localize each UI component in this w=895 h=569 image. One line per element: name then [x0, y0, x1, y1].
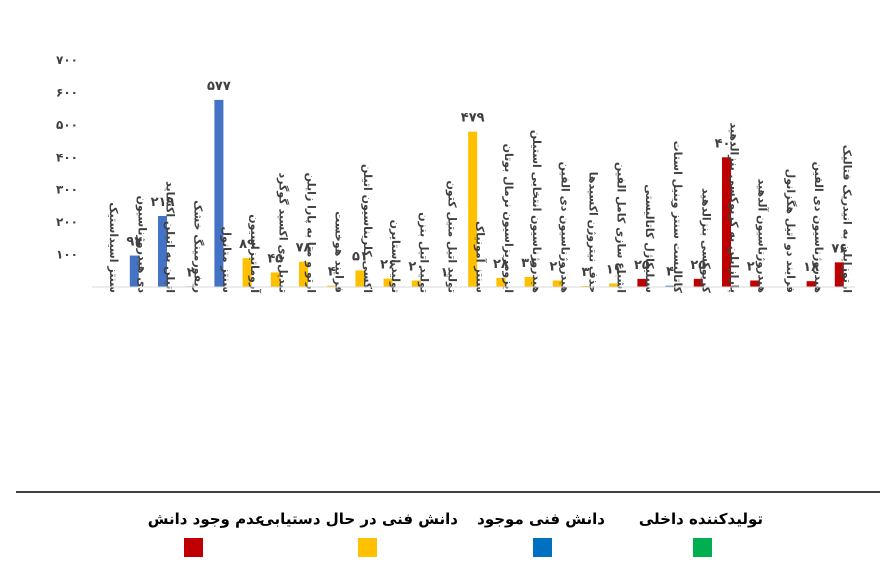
data-label: ۲۶ [380, 258, 396, 273]
data-label: ۳ [582, 265, 590, 280]
value-labels: ۹۷ ۲۱۹ ۲ ۵۷۷ ۸۹ ۴۵ ۷۸ ۴ ۵۱ ۲۶ ۲۰ ۱ ۴۷۹ ۲۸ ۳۱ ۲۰ ۳ ۱۱ ۲۵ ۴ ۲۵… [126, 79, 847, 281]
bar [665, 285, 675, 287]
data-label: ۲۵ [690, 258, 706, 273]
data-label: ۲۰ [549, 260, 565, 275]
x-tick-label: سنتز متانول [220, 227, 233, 293]
x-tick-label: اشباع سازی کامل الفین [615, 162, 628, 293]
data-label: ۲۸ [493, 257, 509, 272]
bar [383, 278, 393, 287]
bar [242, 258, 252, 287]
data-label: ۱۸ [803, 260, 819, 275]
legend-label: دانش فنی موجود [477, 510, 605, 528]
x-tick-label: آروماتیزاسیون [248, 214, 262, 293]
bar [214, 99, 224, 287]
y-tick-label: ۲۰۰ [56, 215, 78, 229]
data-label: ۱ [441, 266, 449, 281]
data-label: ۲۰ [747, 260, 763, 275]
y-tick-label: ۳۰۰ [56, 183, 78, 197]
bar [468, 131, 478, 287]
category-labels: سنتز اسیداستیک دی هیدروژناسیون اتیلن به ات… [107, 123, 853, 294]
data-label: ۲۱۹ [151, 195, 175, 210]
data-label: ۸۹ [239, 237, 255, 252]
x-tick-label: تولید استایرن [389, 220, 402, 293]
legend-label: دانش فنی در حال دستیابی [259, 510, 458, 528]
legend-swatch [533, 538, 552, 557]
data-label: ۱۱ [606, 262, 622, 277]
x-tick-label: اتیلن به اتیلن اکساید [164, 181, 177, 293]
x-tick-label: ارتوزایلن به انیدریک فتالیک [840, 145, 853, 293]
bar [524, 276, 534, 287]
x-tick-label: ارتو و متا به پارا زایلن [305, 173, 318, 293]
data-label: ۲۰ [408, 260, 424, 275]
data-label: ۷۸ [296, 241, 312, 256]
data-label: ۷۶ [831, 241, 847, 256]
x-tick-label: تولید اتیل بنزن [417, 212, 430, 293]
x-tick-label: سنتز آمونیاک [474, 221, 488, 293]
legend-item-acquiring: دانش فنی در حال دستیابی [259, 510, 458, 560]
bar [129, 255, 139, 287]
bar [355, 270, 365, 287]
data-label: ۴ [666, 265, 674, 280]
legend: عدم وجود دانش دانش فنی در حال دستیابی دا… [0, 510, 895, 560]
y-tick-label: ۷۰۰ [56, 53, 78, 67]
x-tick-label: کاتالیست سنتز وینیل استات [671, 141, 684, 294]
x-tick-label: فرایند هوخست [333, 211, 346, 293]
bar [158, 215, 167, 287]
legend-item-no-knowledge: عدم وجود دانش [135, 510, 265, 560]
legend-swatch [693, 538, 712, 557]
legend-swatch [184, 538, 203, 557]
y-tick-label: ۱۰۰ [56, 248, 78, 262]
bar [552, 280, 562, 287]
data-label: ۴۵ [267, 251, 283, 266]
x-tick-label: سیلیکاژل کاتالیستی [643, 184, 656, 293]
bar [834, 262, 844, 287]
data-label: ۵۱ [352, 249, 368, 264]
bar [693, 278, 703, 287]
x-tick-label: پارازایلن به کریوکسی بنزالدهید [728, 123, 741, 293]
legend-item-domestic: تولیدکننده داخلی [638, 510, 763, 560]
x-tick-label: تبدیل دی اکسید گوگرد [276, 172, 289, 293]
x-tick-label: حذف نیتروژن اکسیدها [587, 172, 600, 293]
x-tick-label: هیدروژناسیون انتخابی استیلن [530, 130, 543, 293]
data-label: ۹۷ [126, 235, 142, 250]
bar [299, 261, 308, 287]
data-label: ۴۰۰ [715, 136, 739, 151]
x-tick-label: هیدروژناسیون دی الفین [558, 162, 571, 293]
x-tick-label: تولید اتیل متیل کتون [446, 181, 459, 293]
bar [722, 157, 731, 287]
data-label: ۳۱ [521, 256, 537, 271]
data-label: ۲۵ [634, 258, 650, 273]
legend-label: عدم وجود دانش [147, 510, 265, 528]
bar [806, 281, 816, 287]
x-tick-label: سنتز اسیداستیک [107, 202, 120, 293]
x-tick-label: فرایند دو اتیل هگزانول [784, 169, 797, 293]
x-tick-label: اکسی کلریناسیون اتیلن [361, 164, 374, 293]
bar [270, 272, 280, 287]
y-tick-label: ۴۰۰ [56, 150, 78, 164]
data-label: ۴۷۹ [461, 111, 485, 126]
x-tick-label: کریوکسی بنزالدهید [699, 188, 712, 294]
legend-label: تولیدکننده داخلی [638, 510, 763, 528]
legend-swatch [358, 538, 377, 557]
bar [411, 280, 421, 287]
bars [129, 99, 844, 287]
y-tick-label: ۶۰۰ [56, 85, 78, 99]
bar [327, 285, 337, 287]
x-tick-label: ریفورمینگ خشک [192, 200, 206, 293]
y-tick-label: ۵۰۰ [56, 118, 78, 132]
data-label: ۲ [187, 265, 195, 280]
bar [609, 283, 619, 287]
y-axis: ۱۰۰ ۲۰۰ ۳۰۰ ۴۰۰ ۵۰۰ ۶۰۰ ۷۰۰ [56, 53, 78, 262]
bar [637, 278, 647, 287]
bar [750, 280, 760, 287]
x-tick-label: هیدروژناسیون دی الفین [812, 162, 825, 293]
x-tick-label: هیدروژناسیون آلدهید [756, 179, 770, 293]
bar [496, 277, 506, 287]
legend-item-available: دانش فنی موجود [477, 510, 605, 560]
data-label: ۵۷۷ [207, 79, 231, 94]
data-label: ۴ [328, 265, 336, 280]
x-tick-label: ایزومریزاسیون نرمال بوتان [502, 144, 515, 293]
bar-chart: ۱۰۰ ۲۰۰ ۳۰۰ ۴۰۰ ۵۰۰ ۶۰۰ ۷۰۰ ۹۷ ۲۱۹ ۲ ۵۷۷ ۸۹ ۴۵ ۷۸ ۴ ۵۱… [16, 53, 880, 493]
x-tick-label: دی هیدروژناسیون [135, 196, 148, 294]
